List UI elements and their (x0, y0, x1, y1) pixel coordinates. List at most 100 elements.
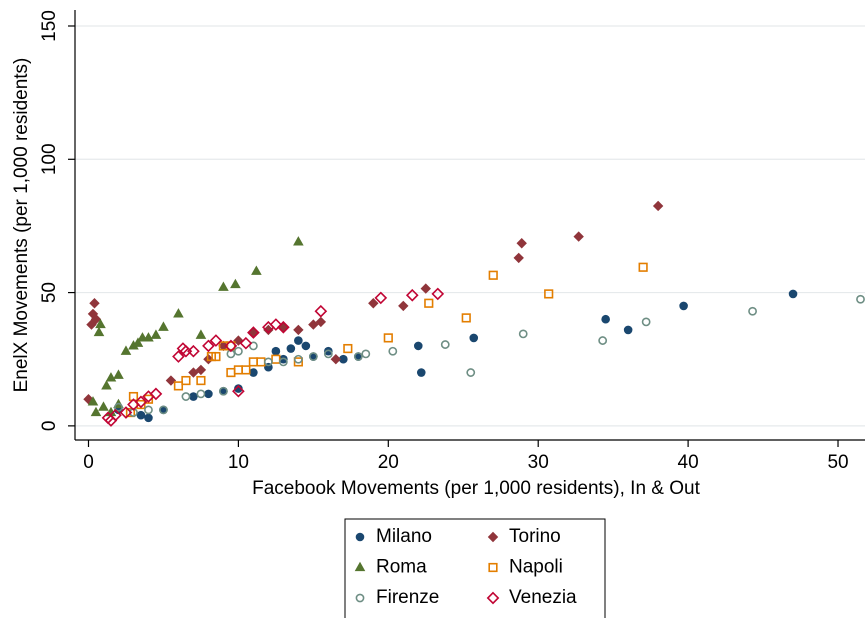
point (202, 339, 215, 353)
point (165, 375, 177, 386)
point (95, 318, 106, 329)
point (134, 395, 148, 409)
point (788, 289, 798, 299)
point (271, 354, 281, 364)
y-tick-label: 0 (39, 421, 60, 432)
legend-box (344, 518, 606, 618)
point (263, 324, 274, 336)
point (113, 369, 124, 379)
y-axis-title: EnelX Movements (per 1,000 residents) (11, 58, 32, 393)
point (269, 318, 283, 331)
point (125, 407, 136, 418)
point (143, 394, 154, 404)
point (420, 283, 431, 294)
point (119, 406, 133, 419)
x-axis-title: Facebook Movements (per 1,000 residents)… (252, 478, 700, 499)
point (623, 325, 633, 335)
point (226, 367, 236, 378)
point (248, 327, 259, 338)
x-tick-label: 10 (228, 452, 249, 473)
point (89, 298, 100, 309)
point (150, 329, 162, 339)
point (114, 402, 123, 412)
y-tick-label: 150 (39, 10, 60, 42)
point (440, 340, 450, 349)
point (343, 343, 353, 354)
point (224, 339, 238, 353)
point (469, 333, 479, 343)
point (324, 346, 333, 356)
y-tick-label: 100 (39, 143, 60, 175)
point (277, 320, 290, 334)
point (416, 368, 426, 377)
legend-label: Roma (376, 557, 427, 578)
point (120, 345, 132, 355)
point (218, 281, 229, 291)
point (368, 298, 379, 309)
point (466, 368, 476, 377)
point (233, 346, 243, 356)
point (234, 384, 243, 393)
legend-marker (355, 593, 365, 603)
point (90, 314, 102, 325)
point (461, 313, 471, 323)
point (293, 324, 304, 336)
point (383, 333, 393, 343)
point (247, 326, 260, 339)
x-tick-label: 0 (83, 452, 94, 473)
point (233, 365, 243, 375)
point (278, 357, 288, 367)
point (219, 386, 228, 396)
point (211, 351, 221, 362)
point (187, 344, 200, 358)
point (315, 316, 327, 328)
point (93, 326, 105, 337)
point (323, 349, 333, 359)
point (293, 354, 303, 364)
legend-label: Napoli (509, 557, 563, 578)
point (241, 365, 251, 375)
point (424, 298, 434, 308)
point (149, 387, 163, 401)
legend-label: Milano (376, 526, 432, 547)
point (98, 401, 109, 411)
point (652, 200, 664, 212)
point (232, 384, 245, 398)
point (513, 252, 524, 264)
point (388, 346, 398, 356)
point (132, 337, 144, 347)
legend-marker (355, 532, 365, 542)
point (286, 344, 296, 353)
legend-label: Firenze (376, 587, 439, 608)
point (87, 396, 99, 406)
point (251, 265, 262, 275)
point (638, 262, 648, 272)
point (158, 321, 169, 331)
legend-marker (488, 562, 498, 573)
point (573, 231, 584, 242)
x-tick-label: 30 (528, 452, 549, 473)
point (293, 357, 303, 367)
legend-label: Torino (509, 526, 561, 547)
point (195, 364, 207, 376)
point (196, 375, 206, 386)
legend-marker (487, 531, 499, 543)
point (136, 399, 146, 410)
point (256, 357, 266, 367)
point (173, 381, 184, 391)
point (128, 340, 139, 350)
point (488, 270, 498, 280)
point (308, 352, 318, 361)
point (374, 291, 388, 305)
point (598, 336, 608, 345)
point (144, 413, 153, 423)
point (398, 300, 409, 312)
point (641, 317, 651, 327)
y-tick-label: 50 (39, 282, 60, 303)
point (856, 294, 865, 304)
point (601, 314, 610, 324)
point (271, 346, 281, 356)
point (173, 308, 184, 318)
point (181, 375, 191, 386)
